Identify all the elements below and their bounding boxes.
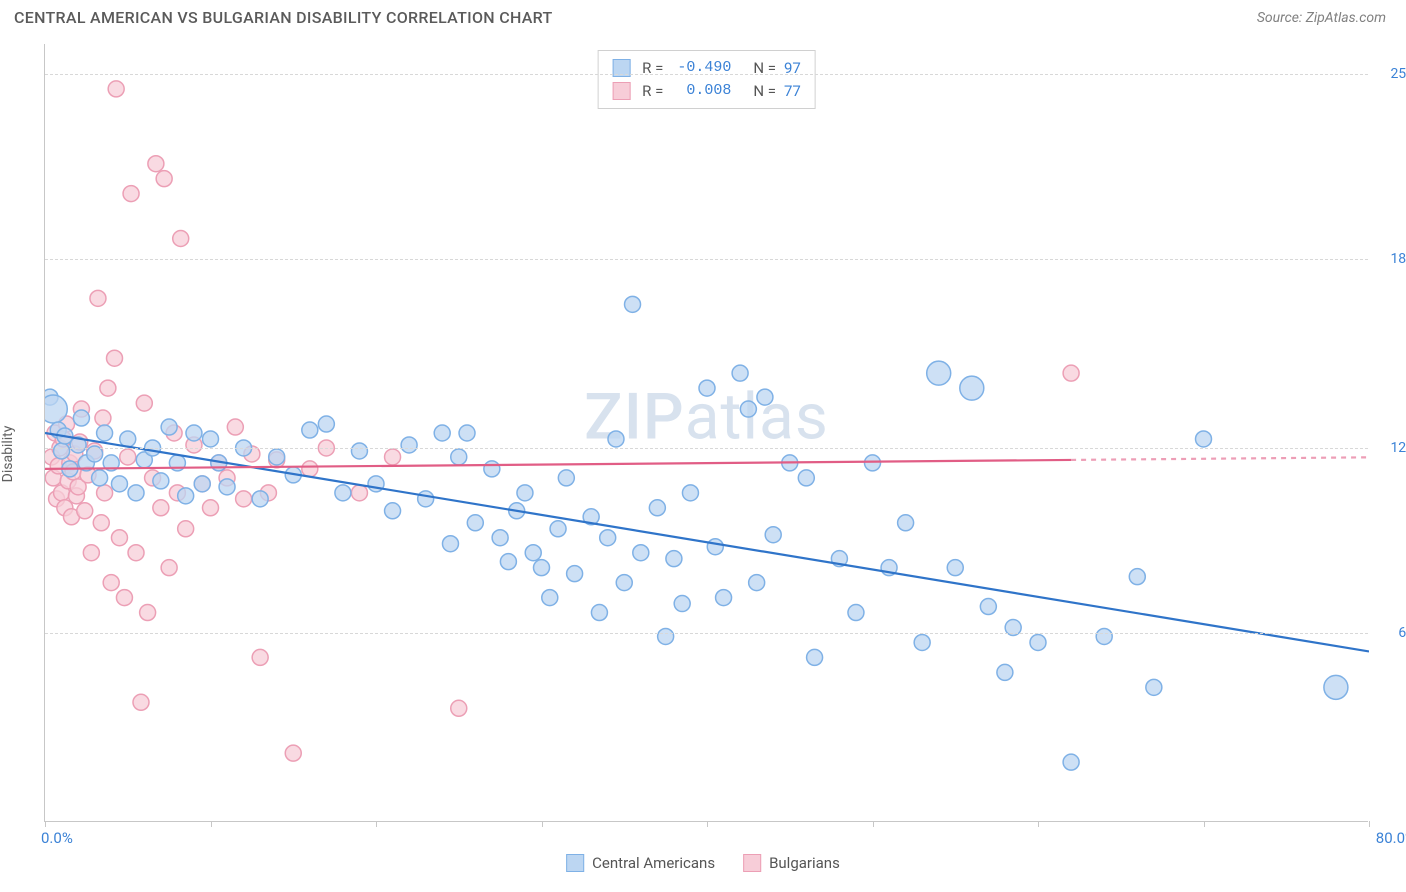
legend-item-2: Bulgarians bbox=[743, 840, 840, 886]
y-tick-label: 6.3% bbox=[1374, 625, 1406, 641]
chart-source: Source: ZipAtlas.com bbox=[1257, 10, 1386, 26]
n-value-1: 97 bbox=[784, 57, 801, 80]
y-axis-label: Disability bbox=[0, 426, 16, 483]
x-tick bbox=[45, 821, 46, 827]
gridline-h bbox=[45, 448, 1368, 449]
y-tick-label: 12.5% bbox=[1374, 440, 1406, 456]
gridline-h bbox=[45, 74, 1368, 75]
n-label: N = bbox=[753, 80, 776, 103]
chart-header: CENTRAL AMERICAN VS BULGARIAN DISABILITY… bbox=[0, 0, 1406, 31]
legend-item-1: Central Americans bbox=[566, 840, 715, 886]
scatter-svg bbox=[45, 44, 1369, 822]
n-label: N = bbox=[753, 57, 776, 80]
legend-label-1: Central Americans bbox=[592, 854, 715, 872]
x-tick bbox=[1204, 821, 1205, 827]
r-label: R = bbox=[642, 80, 663, 103]
x-tick bbox=[211, 821, 212, 827]
r-label: R = bbox=[642, 57, 663, 80]
series-legend: Central Americans Bulgarians bbox=[566, 840, 840, 886]
x-tick bbox=[1038, 821, 1039, 827]
gridline-h bbox=[45, 633, 1368, 634]
swatch-series-2 bbox=[612, 82, 630, 100]
gridline-h bbox=[45, 259, 1368, 260]
legend-label-2: Bulgarians bbox=[769, 854, 840, 872]
x-tick bbox=[1369, 821, 1370, 827]
legend-swatch-2 bbox=[743, 854, 761, 872]
chart-title: CENTRAL AMERICAN VS BULGARIAN DISABILITY… bbox=[14, 8, 553, 27]
x-tick bbox=[707, 821, 708, 827]
y-tick-label: 25.0% bbox=[1374, 66, 1406, 82]
correlation-row-1: R = -0.490 N = 97 bbox=[612, 57, 801, 80]
x-tick bbox=[873, 821, 874, 827]
chart-plot-area: ZIPatlas R = -0.490 N = 97 R = 0.008 N =… bbox=[44, 44, 1368, 822]
r-value-1: -0.490 bbox=[671, 57, 731, 80]
correlation-legend: R = -0.490 N = 97 R = 0.008 N = 77 bbox=[597, 50, 816, 109]
x-axis-max-label: 80.0% bbox=[1376, 829, 1406, 847]
legend-swatch-1 bbox=[566, 854, 584, 872]
x-tick bbox=[542, 821, 543, 827]
r-value-2: 0.008 bbox=[671, 80, 731, 103]
x-tick bbox=[376, 821, 377, 827]
y-tick-label: 18.8% bbox=[1374, 251, 1406, 267]
correlation-row-2: R = 0.008 N = 77 bbox=[612, 80, 801, 103]
x-axis-min-label: 0.0% bbox=[41, 829, 73, 847]
n-value-2: 77 bbox=[784, 80, 801, 103]
